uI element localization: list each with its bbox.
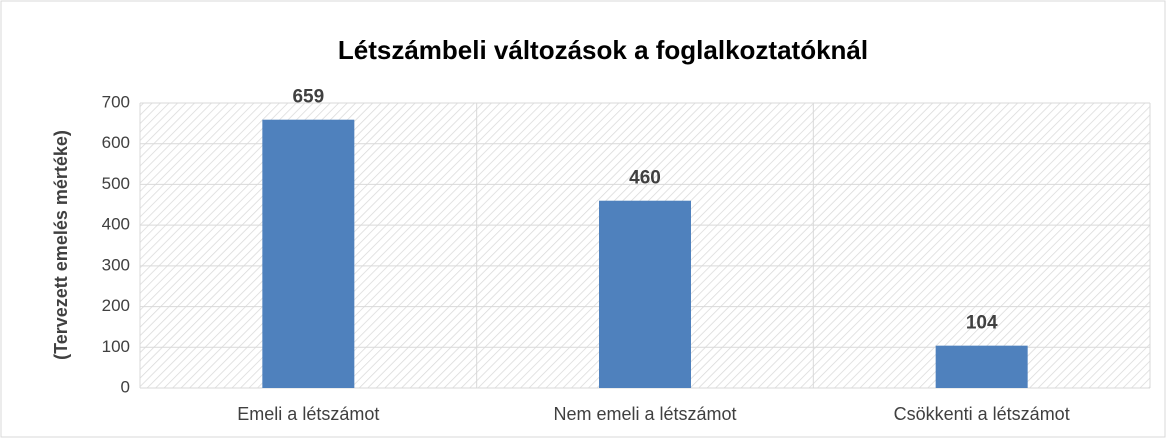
y-tick-label: 700 xyxy=(102,92,130,111)
y-tick-label: 300 xyxy=(102,255,130,274)
bar xyxy=(599,200,691,388)
bar xyxy=(262,119,355,388)
x-tick-label: Nem emeli a létszámot xyxy=(553,404,736,424)
y-tick-label: 500 xyxy=(102,174,130,193)
y-tick-label: 600 xyxy=(102,133,130,152)
x-tick-label: Emeli a létszámot xyxy=(237,404,379,424)
y-axis-label: (Tervezett emelés mértéke) xyxy=(51,130,71,360)
y-tick-label: 400 xyxy=(102,215,130,234)
data-label: 460 xyxy=(629,168,661,189)
bar xyxy=(935,345,1028,388)
chart-title: Létszámbeli változások a foglalkoztatókn… xyxy=(338,35,868,65)
y-tick-label: 0 xyxy=(121,377,130,396)
y-tick-label: 200 xyxy=(102,296,130,315)
y-tick-label: 100 xyxy=(102,337,130,356)
data-label: 659 xyxy=(292,87,324,108)
data-label: 104 xyxy=(966,313,998,334)
x-tick-label: Csökkenti a létszámot xyxy=(894,404,1070,424)
